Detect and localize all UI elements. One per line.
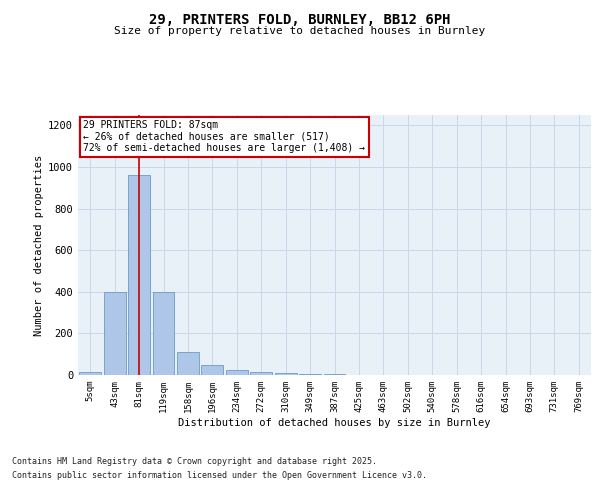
Bar bbox=[79, 372, 101, 375]
Bar bbox=[177, 352, 199, 375]
Text: Contains HM Land Registry data © Crown copyright and database right 2025.: Contains HM Land Registry data © Crown c… bbox=[12, 457, 377, 466]
Bar bbox=[299, 374, 321, 375]
Text: 29, PRINTERS FOLD, BURNLEY, BB12 6PH: 29, PRINTERS FOLD, BURNLEY, BB12 6PH bbox=[149, 12, 451, 26]
Text: Size of property relative to detached houses in Burnley: Size of property relative to detached ho… bbox=[115, 26, 485, 36]
Bar bbox=[226, 370, 248, 375]
Bar bbox=[202, 364, 223, 375]
Text: 29 PRINTERS FOLD: 87sqm
← 26% of detached houses are smaller (517)
72% of semi-d: 29 PRINTERS FOLD: 87sqm ← 26% of detache… bbox=[83, 120, 365, 154]
Text: Contains public sector information licensed under the Open Government Licence v3: Contains public sector information licen… bbox=[12, 471, 427, 480]
Bar bbox=[323, 374, 346, 375]
Y-axis label: Number of detached properties: Number of detached properties bbox=[34, 154, 44, 336]
Bar bbox=[128, 176, 150, 375]
Bar bbox=[275, 373, 296, 375]
Bar bbox=[104, 292, 125, 375]
Bar bbox=[250, 372, 272, 375]
Bar bbox=[152, 292, 175, 375]
X-axis label: Distribution of detached houses by size in Burnley: Distribution of detached houses by size … bbox=[178, 418, 491, 428]
